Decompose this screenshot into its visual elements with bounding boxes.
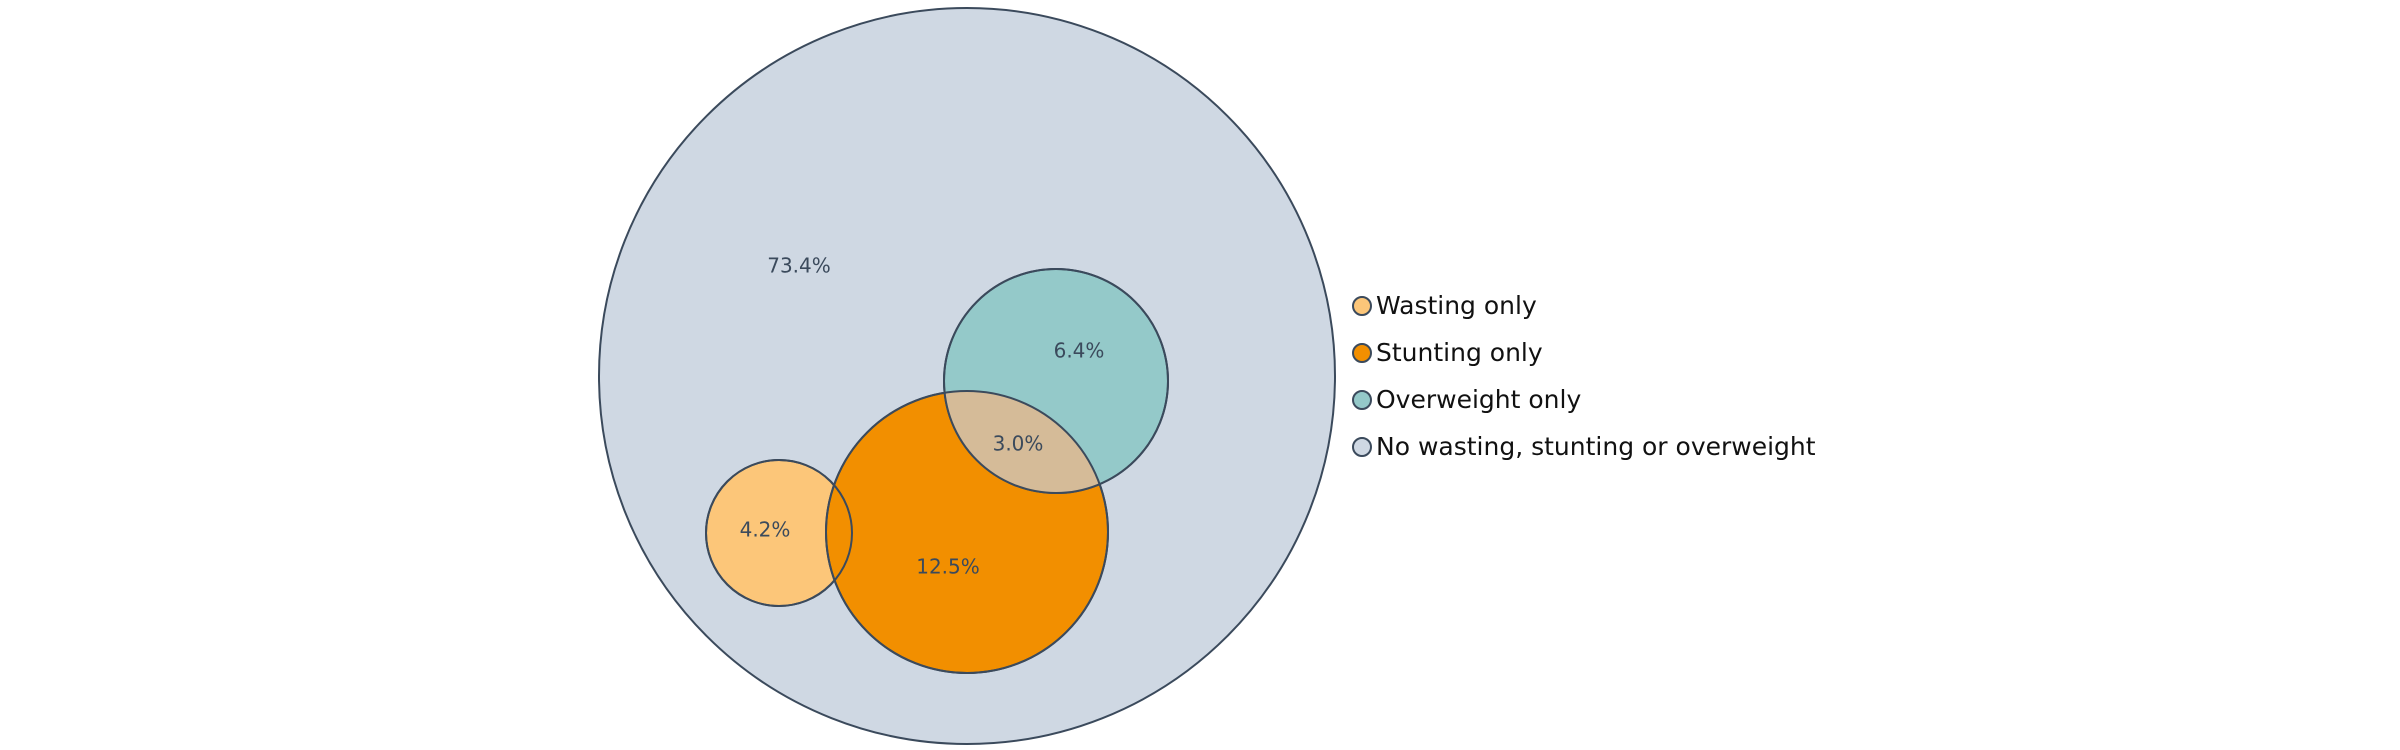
legend-marker-wasting [1352,296,1372,316]
label-stunting: 12.5% [916,555,980,579]
legend-item-none[interactable]: No wasting, stunting or overweight [1352,432,1816,461]
label-overlap: 3.0% [993,432,1044,456]
legend-label-none: No wasting, stunting or overweight [1376,432,1816,461]
legend-label-wasting: Wasting only [1376,291,1537,320]
legend-item-wasting[interactable]: Wasting only [1352,291,1537,320]
legend-label-stunting: Stunting only [1376,338,1543,367]
overlap-stunting-overweight [944,391,1108,493]
label-none: 73.4% [767,254,831,278]
outline-wasting [705,459,853,607]
legend-item-stunting[interactable]: Stunting only [1352,338,1543,367]
legend-marker-overweight [1352,390,1372,410]
legend-marker-none [1352,437,1372,457]
label-wasting: 4.2% [740,518,791,542]
legend-label-overweight: Overweight only [1376,385,1581,414]
label-overweight: 6.4% [1054,339,1105,363]
outline-overweight [943,268,1169,494]
legend-marker-stunting [1352,343,1372,363]
outline-stunting [825,390,1109,674]
legend: Wasting only Stunting only Overweight on… [1352,291,1816,461]
legend-item-overweight[interactable]: Overweight only [1352,385,1581,414]
